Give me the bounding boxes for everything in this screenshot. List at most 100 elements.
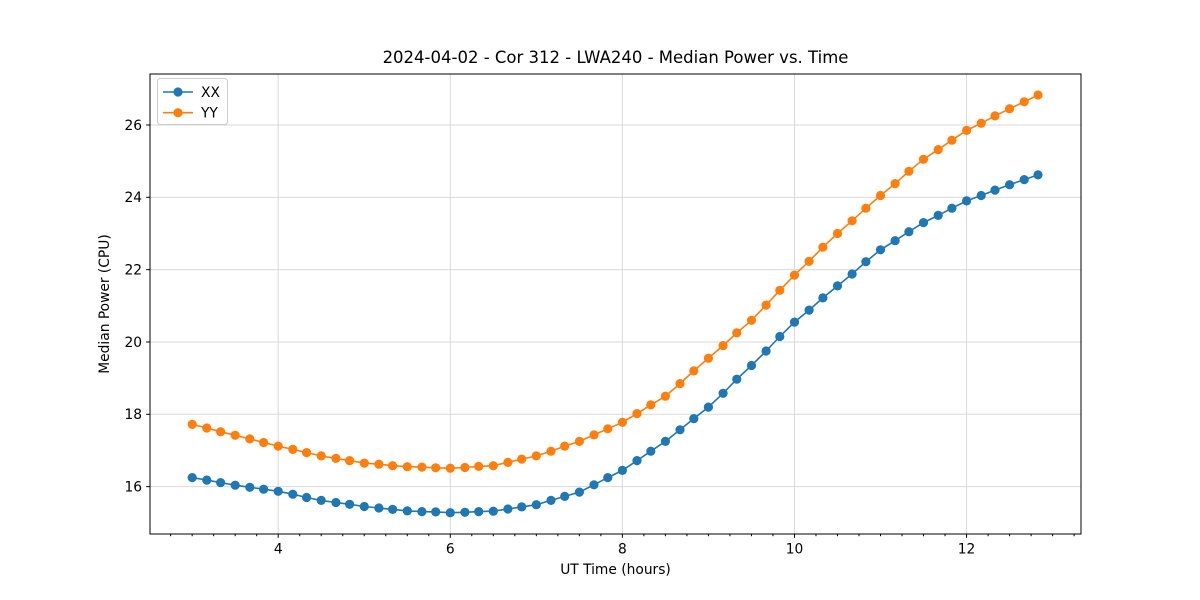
- legend-marker-xx: [173, 87, 183, 97]
- data-point-yy: [646, 400, 656, 410]
- data-point-yy: [761, 300, 771, 310]
- data-point-yy: [875, 190, 886, 201]
- data-point-yy: [818, 242, 828, 252]
- data-point-yy: [546, 446, 556, 456]
- data-point-yy: [302, 448, 312, 458]
- data-point-xx: [187, 473, 197, 483]
- data-point-yy: [388, 461, 398, 471]
- data-point-yy: [345, 456, 355, 466]
- x-tick-label: 12: [958, 542, 976, 558]
- data-point-yy: [460, 462, 470, 473]
- data-point-yy: [861, 203, 871, 213]
- data-point-xx: [531, 500, 541, 510]
- data-point-yy: [359, 458, 369, 468]
- data-point-xx: [890, 236, 900, 246]
- data-point-xx: [417, 507, 427, 517]
- x-axis-label: UT Time (hours): [560, 562, 671, 578]
- data-point-yy: [531, 451, 541, 461]
- data-point-xx: [460, 507, 470, 517]
- data-point-yy: [732, 328, 742, 338]
- y-tick-label: 18: [124, 407, 142, 423]
- data-point-xx: [646, 446, 656, 456]
- data-point-yy: [245, 434, 255, 444]
- data-point-xx: [302, 492, 312, 503]
- data-point-yy: [789, 270, 800, 280]
- data-point-xx: [402, 506, 412, 516]
- data-point-xx: [904, 227, 914, 237]
- y-tick-label: 22: [124, 262, 142, 278]
- data-point-xx: [560, 491, 570, 501]
- data-point-xx: [875, 245, 886, 255]
- data-point-xx: [632, 456, 642, 466]
- data-point-yy: [904, 166, 914, 176]
- data-point-yy: [804, 256, 814, 266]
- data-point-xx: [503, 504, 513, 514]
- data-point-xx: [689, 414, 699, 424]
- y-tick-labels: 16 18 20 22 24 26: [124, 118, 142, 496]
- data-point-yy: [230, 430, 240, 440]
- data-point-xx: [517, 502, 527, 512]
- data-point-xx: [976, 190, 986, 201]
- data-point-yy: [1005, 104, 1015, 114]
- x-tick-label: 4: [274, 542, 283, 558]
- data-point-yy: [1033, 90, 1043, 100]
- data-point-xx: [847, 269, 857, 279]
- data-point-yy: [976, 118, 986, 128]
- data-point-xx: [388, 504, 398, 514]
- plot-background: [150, 74, 1081, 534]
- data-point-xx: [761, 346, 771, 356]
- data-point-yy: [374, 459, 384, 469]
- data-point-yy: [589, 430, 599, 440]
- data-point-yy: [675, 379, 685, 389]
- series-xx: [187, 170, 1043, 518]
- data-point-xx: [1019, 175, 1029, 185]
- data-point-xx: [374, 503, 384, 513]
- data-point-xx: [732, 374, 742, 384]
- legend: XX YY: [157, 78, 228, 125]
- data-point-yy: [847, 216, 857, 226]
- data-point-yy: [331, 453, 341, 463]
- y-tick-label: 20: [124, 335, 142, 351]
- data-point-xx: [861, 257, 871, 267]
- data-point-xx: [718, 388, 728, 398]
- data-point-yy: [775, 285, 785, 295]
- data-point-xx: [789, 317, 800, 327]
- data-point-xx: [445, 508, 455, 518]
- data-point-yy: [259, 437, 269, 448]
- data-point-yy: [517, 454, 527, 464]
- data-point-yy: [689, 366, 699, 376]
- data-point-xx: [245, 482, 255, 492]
- legend-label-xx: XX: [201, 85, 220, 101]
- data-point-xx: [933, 210, 943, 220]
- data-point-yy: [933, 145, 943, 155]
- data-point-xx: [574, 487, 585, 497]
- gridlines: [150, 74, 1081, 534]
- data-point-yy: [560, 441, 570, 451]
- data-point-yy: [402, 462, 412, 472]
- data-point-xx: [818, 293, 828, 303]
- data-point-yy: [603, 424, 613, 434]
- data-point-xx: [474, 507, 484, 517]
- legend-marker-yy: [173, 108, 183, 118]
- data-point-yy: [962, 125, 972, 135]
- data-point-xx: [703, 402, 714, 412]
- data-point-yy: [832, 228, 843, 239]
- data-point-yy: [488, 461, 498, 471]
- data-point-xx: [216, 478, 226, 488]
- data-point-yy: [947, 135, 957, 145]
- y-tick-label: 16: [124, 479, 142, 495]
- data-point-xx: [918, 218, 929, 228]
- data-point-xx: [259, 484, 269, 494]
- data-point-xx: [589, 480, 599, 490]
- data-point-yy: [187, 419, 197, 429]
- data-point-xx: [947, 203, 957, 213]
- data-point-xx: [1033, 170, 1043, 180]
- data-point-yy: [431, 463, 441, 473]
- data-point-xx: [488, 506, 498, 516]
- data-point-xx: [546, 495, 556, 505]
- data-point-yy: [918, 154, 929, 164]
- data-point-xx: [962, 196, 972, 206]
- data-point-yy: [503, 457, 513, 467]
